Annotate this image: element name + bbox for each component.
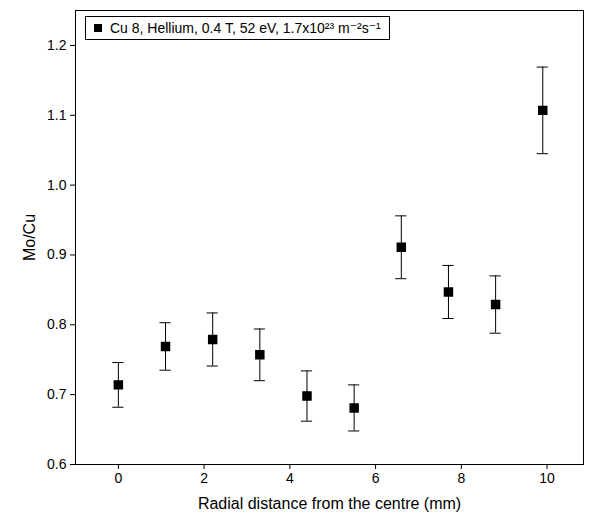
svg-text:4: 4: [286, 470, 294, 486]
svg-text:1.2: 1.2: [47, 37, 67, 53]
svg-text:1.0: 1.0: [47, 177, 67, 193]
svg-text:10: 10: [539, 470, 555, 486]
svg-text:1.1: 1.1: [47, 107, 67, 123]
svg-text:Radial distance from the centr: Radial distance from the centre (mm): [198, 495, 461, 512]
svg-text:6: 6: [372, 470, 380, 486]
svg-text:0.6: 0.6: [47, 456, 67, 472]
svg-text:2: 2: [200, 470, 208, 486]
svg-text:0: 0: [114, 470, 122, 486]
svg-text:0.8: 0.8: [47, 316, 67, 332]
svg-text:0.9: 0.9: [47, 246, 67, 262]
svg-text:8: 8: [457, 470, 465, 486]
html-text:Cu 8, Hellium, 0.4 T, 52 eV, 1: Cu 8, Hellium, 0.4 T, 52 eV, 1.7x10²³ m⁻…: [110, 20, 381, 36]
svg-text:Mo/Cu: Mo/Cu: [21, 214, 38, 261]
svg-text:0.7: 0.7: [47, 386, 67, 402]
